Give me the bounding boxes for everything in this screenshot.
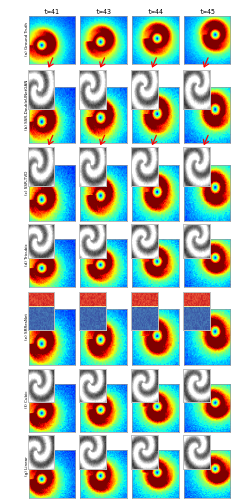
Text: (c) SSR-TVD: (c) SSR-TVD <box>25 170 29 194</box>
Text: (f) Cubic: (f) Cubic <box>25 390 29 407</box>
Text: (d) Tricubic: (d) Tricubic <box>25 244 29 266</box>
Text: (e) SRResNet: (e) SRResNet <box>25 314 29 340</box>
Title: t=44: t=44 <box>147 9 163 15</box>
Text: (a) Ground Truth: (a) Ground Truth <box>25 22 29 56</box>
Title: t=45: t=45 <box>199 9 215 15</box>
Text: (g) Linear: (g) Linear <box>25 456 29 475</box>
Title: t=43: t=43 <box>96 9 112 15</box>
Text: (b) SSR-DoubleUNetGAN: (b) SSR-DoubleUNetGAN <box>25 80 29 130</box>
Title: t=41: t=41 <box>44 9 60 15</box>
